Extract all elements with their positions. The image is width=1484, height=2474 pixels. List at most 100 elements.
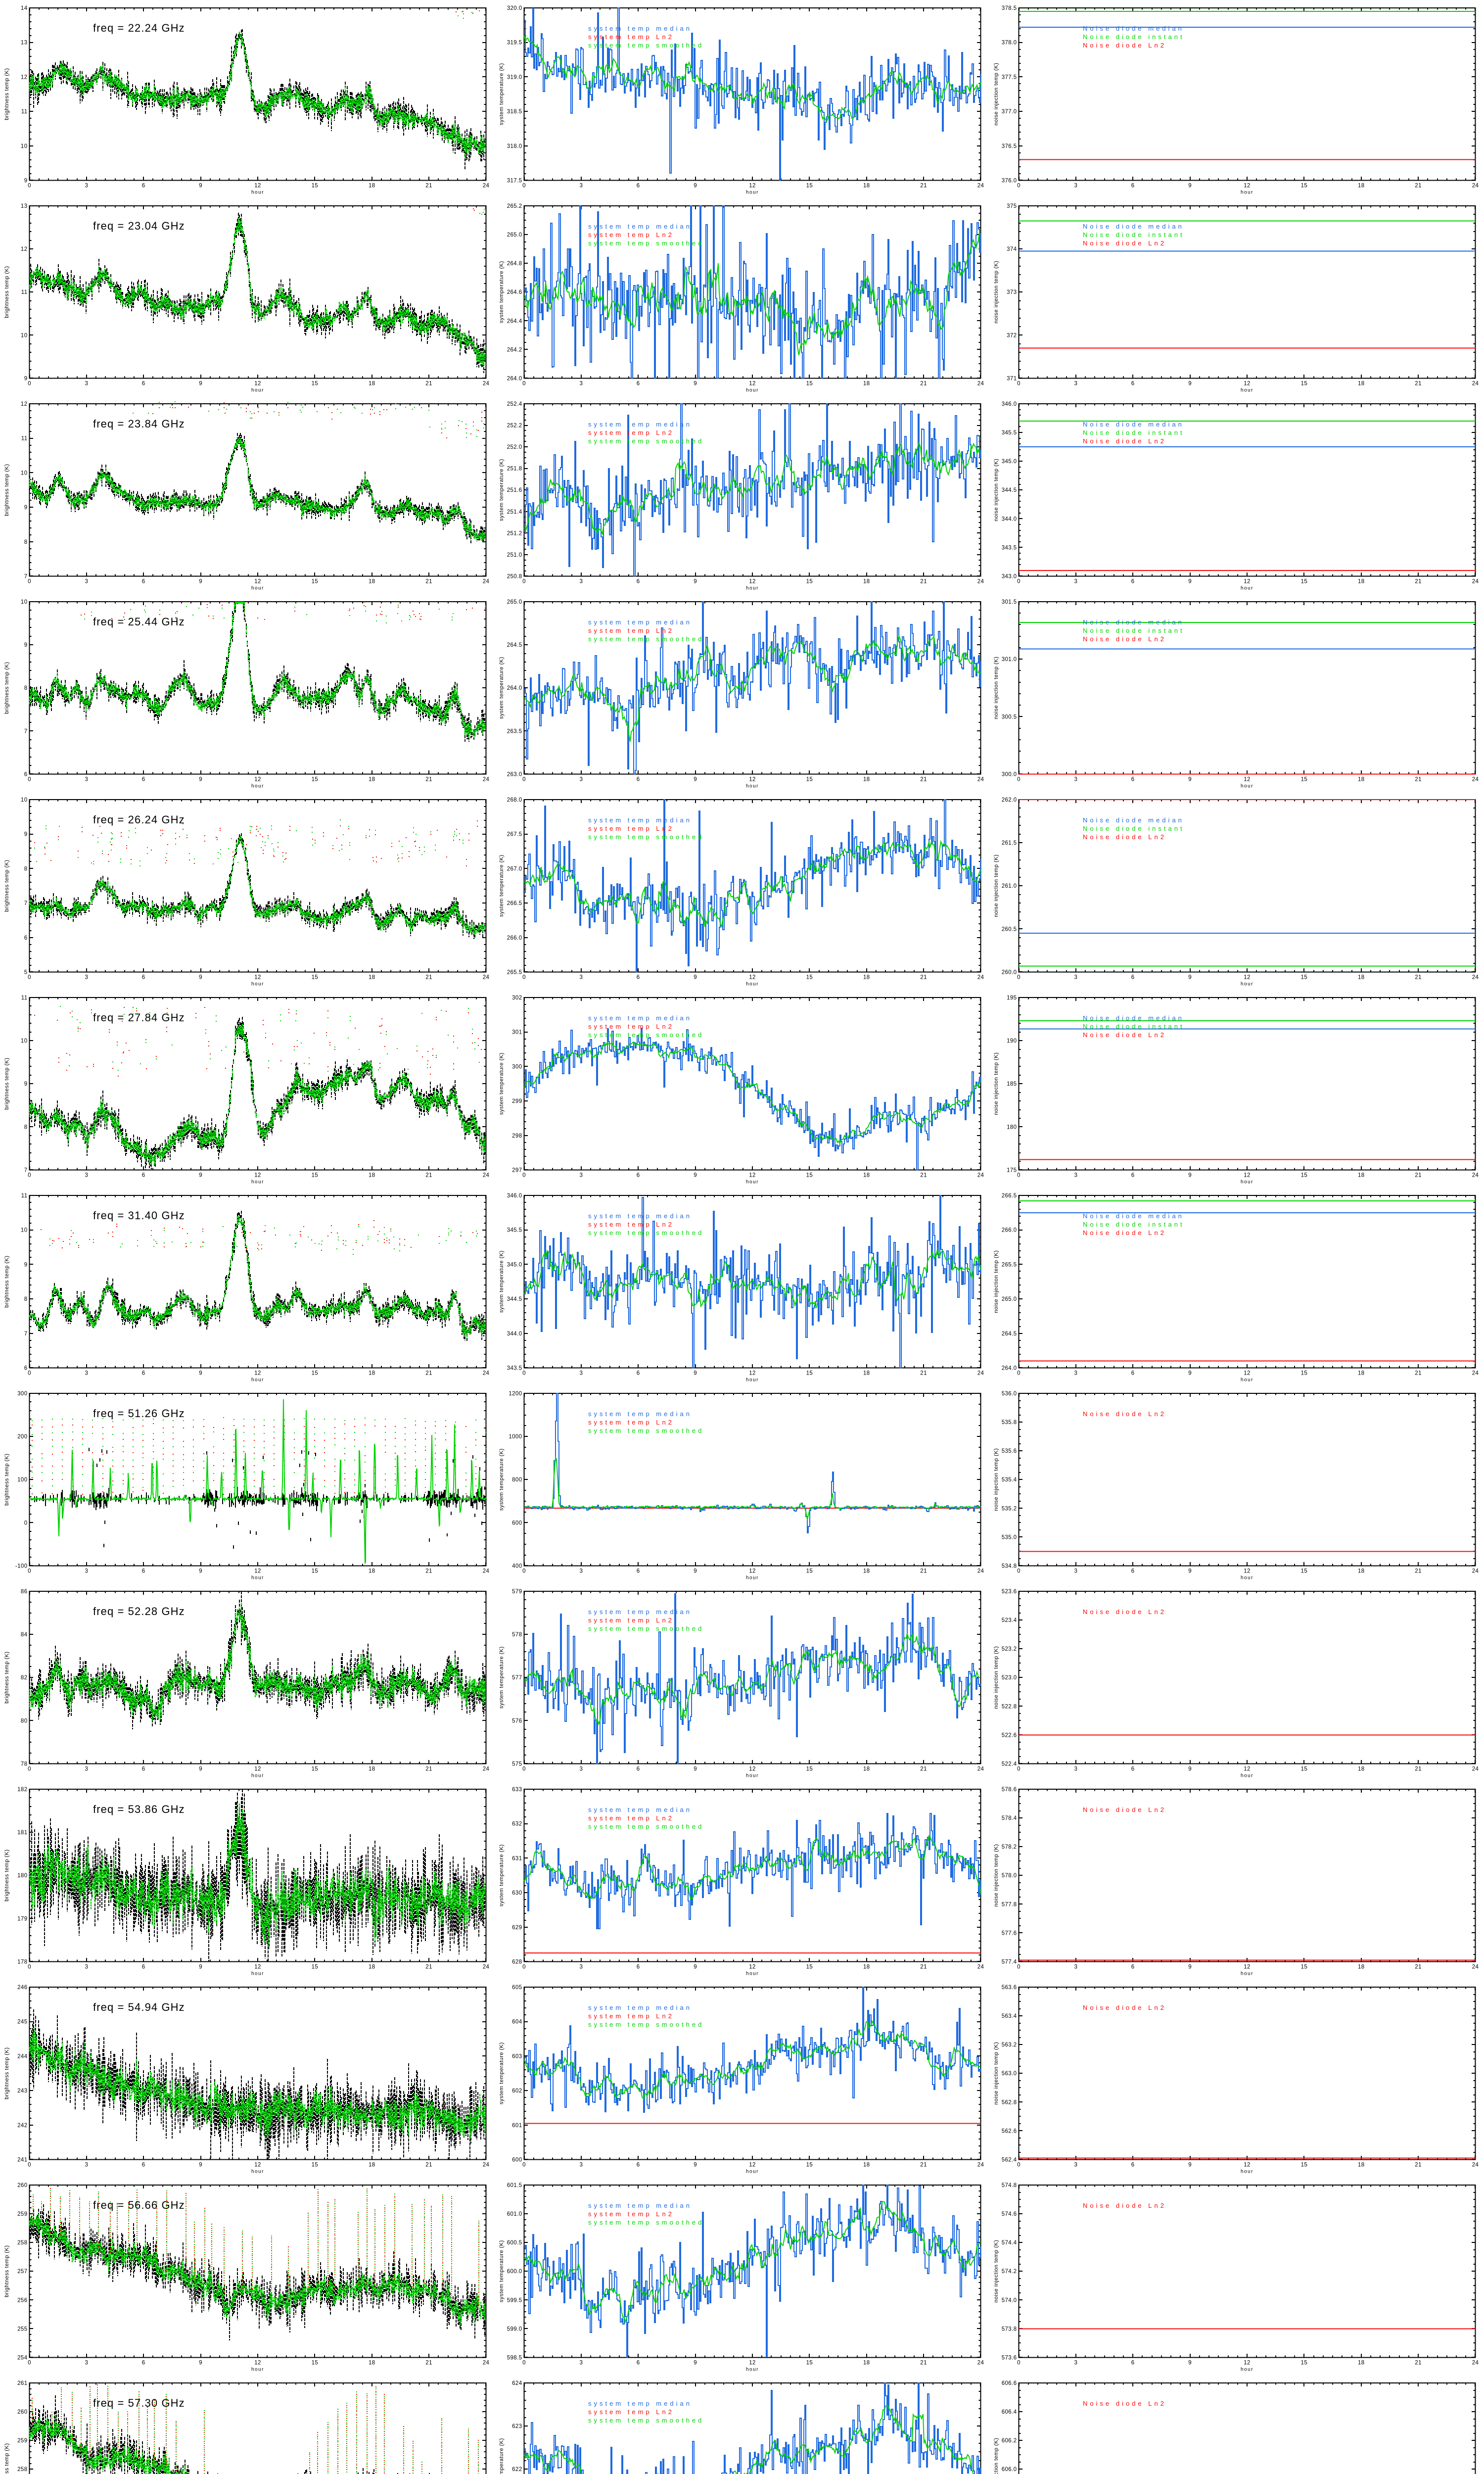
svg-text:264.4: 264.4 bbox=[507, 318, 522, 324]
svg-text:6: 6 bbox=[142, 975, 145, 981]
svg-text:21: 21 bbox=[1415, 2360, 1422, 2366]
svg-text:6: 6 bbox=[24, 1366, 28, 1372]
svg-text:6: 6 bbox=[1131, 2162, 1135, 2168]
svg-text:606.2: 606.2 bbox=[1002, 2438, 1017, 2444]
svg-text:3: 3 bbox=[1074, 1766, 1078, 1772]
svg-text:system temp Ln2: system temp Ln2 bbox=[588, 429, 674, 436]
svg-text:21: 21 bbox=[920, 381, 927, 387]
svg-text:hour: hour bbox=[746, 388, 759, 393]
svg-text:21: 21 bbox=[920, 579, 927, 585]
svg-text:574.4: 574.4 bbox=[1002, 2240, 1017, 2246]
svg-text:535.4: 535.4 bbox=[1002, 1477, 1017, 1483]
svg-text:0: 0 bbox=[522, 1173, 526, 1179]
svg-text:6: 6 bbox=[1131, 2360, 1135, 2366]
svg-text:6: 6 bbox=[1131, 381, 1135, 387]
svg-text:hour: hour bbox=[746, 1180, 759, 1185]
svg-text:15: 15 bbox=[312, 2162, 319, 2168]
svg-text:260: 260 bbox=[17, 2409, 27, 2415]
svg-text:400: 400 bbox=[512, 1564, 522, 1570]
svg-text:11: 11 bbox=[21, 289, 28, 295]
svg-text:Noise diode instant: Noise diode instant bbox=[1083, 627, 1185, 634]
svg-text:15: 15 bbox=[312, 975, 319, 981]
svg-text:301.0: 301.0 bbox=[1002, 657, 1017, 663]
svg-text:brightness temp (K): brightness temp (K) bbox=[4, 266, 10, 318]
svg-text:noise injection temp (K): noise injection temp (K) bbox=[993, 2240, 999, 2303]
svg-text:345.5: 345.5 bbox=[507, 1228, 522, 1234]
svg-text:3: 3 bbox=[1074, 2162, 1078, 2168]
svg-text:346.0: 346.0 bbox=[507, 1193, 522, 1199]
svg-text:255: 255 bbox=[17, 2326, 27, 2332]
svg-text:21: 21 bbox=[920, 2360, 927, 2366]
svg-text:377.5: 377.5 bbox=[1002, 74, 1017, 80]
svg-text:9: 9 bbox=[1188, 1569, 1192, 1574]
svg-text:hour: hour bbox=[1241, 1378, 1253, 1383]
svg-text:24: 24 bbox=[1472, 1371, 1479, 1377]
svg-text:534.8: 534.8 bbox=[1002, 1564, 1017, 1570]
svg-text:15: 15 bbox=[806, 1569, 813, 1574]
svg-text:15: 15 bbox=[1301, 1371, 1308, 1377]
svg-text:Noise diode Ln2: Noise diode Ln2 bbox=[1083, 1608, 1166, 1616]
svg-text:9: 9 bbox=[694, 1766, 697, 1772]
svg-text:3: 3 bbox=[85, 1371, 89, 1377]
svg-text:18: 18 bbox=[1358, 975, 1365, 981]
svg-text:6: 6 bbox=[637, 2162, 640, 2168]
svg-text:180: 180 bbox=[1007, 1124, 1017, 1130]
svg-text:563.4: 563.4 bbox=[1002, 2013, 1017, 2019]
svg-text:632: 632 bbox=[512, 1821, 522, 1827]
svg-text:Noise diode median: Noise diode median bbox=[1083, 816, 1184, 824]
svg-text:12: 12 bbox=[1244, 183, 1251, 189]
svg-text:18: 18 bbox=[369, 183, 375, 189]
svg-text:24: 24 bbox=[977, 381, 984, 387]
svg-text:8: 8 bbox=[24, 866, 28, 872]
svg-text:21: 21 bbox=[425, 1173, 432, 1179]
svg-text:6: 6 bbox=[1131, 1569, 1135, 1574]
svg-text:12: 12 bbox=[749, 1569, 756, 1574]
svg-text:24: 24 bbox=[483, 1371, 490, 1377]
svg-text:hour: hour bbox=[746, 2367, 759, 2373]
svg-text:6: 6 bbox=[142, 1766, 145, 1772]
svg-text:6: 6 bbox=[142, 579, 145, 585]
svg-text:Noise diode Ln2: Noise diode Ln2 bbox=[1083, 2202, 1166, 2209]
svg-text:252.4: 252.4 bbox=[507, 401, 522, 407]
svg-text:15: 15 bbox=[312, 1766, 319, 1772]
svg-text:265.0: 265.0 bbox=[1002, 1296, 1017, 1302]
svg-text:15: 15 bbox=[312, 579, 319, 585]
svg-text:0: 0 bbox=[28, 381, 31, 387]
svg-text:3: 3 bbox=[1074, 2360, 1078, 2366]
svg-text:10: 10 bbox=[21, 599, 28, 605]
svg-text:brightness temp (K): brightness temp (K) bbox=[4, 662, 10, 714]
svg-text:12: 12 bbox=[749, 975, 756, 981]
svg-text:24: 24 bbox=[483, 1569, 490, 1574]
svg-text:18: 18 bbox=[1358, 2360, 1365, 2366]
svg-text:377.0: 377.0 bbox=[1002, 109, 1017, 115]
svg-text:3: 3 bbox=[580, 2162, 583, 2168]
svg-text:12: 12 bbox=[254, 1173, 261, 1179]
svg-text:0: 0 bbox=[1017, 1964, 1020, 1970]
svg-text:9: 9 bbox=[1188, 777, 1192, 783]
svg-text:hour: hour bbox=[746, 1971, 759, 1977]
svg-text:3: 3 bbox=[1074, 579, 1078, 585]
svg-text:7: 7 bbox=[24, 901, 28, 906]
svg-text:10: 10 bbox=[21, 333, 28, 338]
svg-text:12: 12 bbox=[254, 1569, 261, 1574]
svg-text:hour: hour bbox=[1241, 1773, 1253, 1779]
svg-text:freq = 31.40 GHz: freq = 31.40 GHz bbox=[93, 1209, 185, 1222]
svg-text:hour: hour bbox=[746, 1575, 759, 1581]
svg-text:hour: hour bbox=[251, 1378, 264, 1383]
svg-text:573.8: 573.8 bbox=[1002, 2326, 1017, 2332]
svg-text:hour: hour bbox=[746, 1773, 759, 1779]
svg-text:267.0: 267.0 bbox=[507, 866, 522, 872]
svg-text:system temp Ln2: system temp Ln2 bbox=[588, 627, 674, 634]
svg-text:21: 21 bbox=[920, 777, 927, 783]
svg-text:3: 3 bbox=[1074, 1964, 1078, 1970]
svg-text:265.5: 265.5 bbox=[507, 970, 522, 976]
svg-text:9: 9 bbox=[694, 1964, 697, 1970]
svg-text:9: 9 bbox=[694, 1371, 697, 1377]
svg-text:562.8: 562.8 bbox=[1002, 2099, 1017, 2105]
svg-text:0: 0 bbox=[1017, 1569, 1020, 1574]
svg-text:21: 21 bbox=[425, 1371, 432, 1377]
svg-text:15: 15 bbox=[312, 183, 319, 189]
svg-text:535.2: 535.2 bbox=[1002, 1506, 1017, 1512]
svg-text:258: 258 bbox=[17, 2467, 27, 2473]
svg-text:376.5: 376.5 bbox=[1002, 143, 1017, 149]
